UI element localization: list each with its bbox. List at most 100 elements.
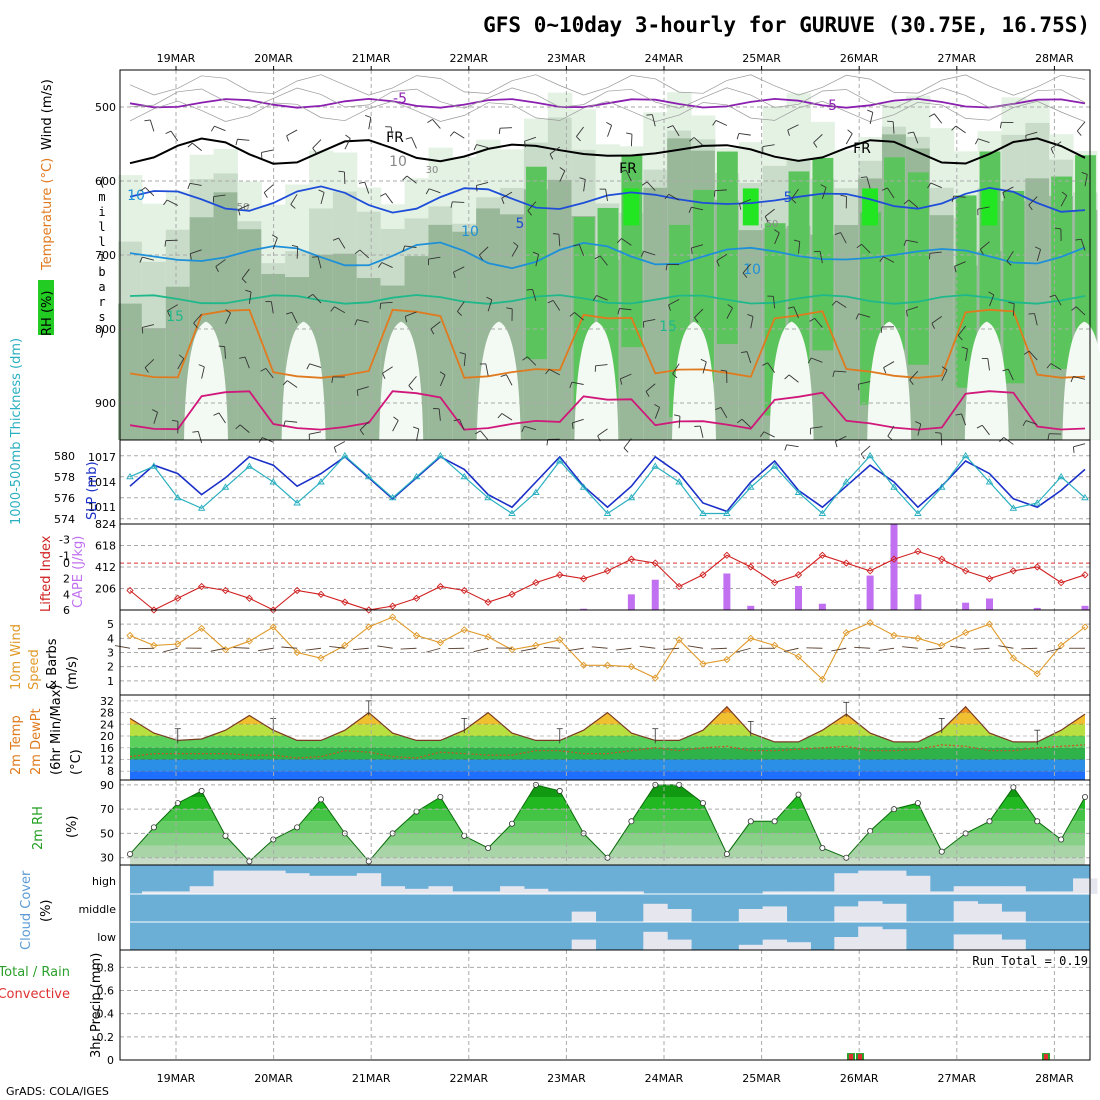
upper-temp-label: Temperature (°C) bbox=[40, 158, 55, 271]
wind-barb-flag bbox=[412, 426, 419, 430]
wind-barb-flag bbox=[773, 229, 780, 234]
wind-barb bbox=[814, 318, 823, 328]
cloud-fill bbox=[332, 875, 358, 894]
wind-barb-flag bbox=[999, 122, 1002, 129]
cape-bar bbox=[1081, 605, 1089, 610]
cloud-unit: (%) bbox=[39, 900, 54, 923]
bottom-date-axis: 19MAR 20MAR 21MAR 22MAR 23MAR 24MAR 25MAR 26MAR… bbox=[157, 1072, 1074, 1085]
temp-label-line: 2m DewPt bbox=[29, 708, 44, 775]
wind-tick: 5 bbox=[107, 618, 114, 631]
wind-barb-flag bbox=[439, 371, 446, 376]
rh-panel: 90 70 50 30 bbox=[100, 779, 1091, 866]
wind-barb-flag bbox=[880, 326, 883, 333]
date-tick: 21MAR bbox=[352, 52, 391, 65]
wind-barb bbox=[1025, 420, 1038, 425]
cloud-fill bbox=[1001, 911, 1026, 922]
thickness-point bbox=[699, 509, 707, 516]
cloud-fill bbox=[667, 909, 692, 922]
wind-barb bbox=[965, 348, 968, 361]
wind-barb-flag bbox=[1071, 306, 1077, 311]
wind-barb bbox=[1021, 647, 1038, 650]
wind-barb-flag bbox=[225, 309, 231, 314]
wind-barb bbox=[1025, 131, 1038, 136]
wind-barb-flag bbox=[762, 362, 768, 366]
contour-label: 15 bbox=[659, 319, 677, 335]
wind-barb-flag bbox=[1022, 420, 1027, 427]
wind-barb bbox=[359, 249, 370, 259]
wind-barb-flag bbox=[290, 204, 296, 209]
ylabel-char: ) bbox=[98, 325, 105, 339]
wind-barb bbox=[621, 238, 632, 246]
wind-barb-flag bbox=[1081, 171, 1088, 175]
wind-barb-flag bbox=[459, 352, 466, 355]
wind-speed-point bbox=[842, 629, 850, 637]
wind-barb bbox=[263, 184, 274, 193]
contour-label: 15 bbox=[166, 309, 184, 325]
wind-barb bbox=[224, 346, 226, 359]
wind-barb-flag bbox=[787, 129, 790, 136]
rh-shade bbox=[118, 303, 143, 440]
li-point bbox=[150, 606, 158, 614]
wind-barb bbox=[144, 359, 155, 368]
temp-line bbox=[129, 705, 1086, 743]
wind-barb-flag bbox=[907, 131, 914, 134]
wind-barb bbox=[291, 312, 298, 324]
li-point bbox=[794, 571, 803, 579]
rh-band bbox=[130, 857, 1085, 865]
wind-barb-flag bbox=[164, 240, 167, 247]
wind-barb-flag bbox=[955, 413, 962, 416]
li-point bbox=[1081, 571, 1089, 579]
wind-barb-flag bbox=[475, 430, 481, 435]
wind-barb-flag bbox=[283, 420, 286, 427]
wind-barb-flag bbox=[331, 376, 334, 383]
rh-point bbox=[628, 818, 635, 825]
wind-barb bbox=[285, 420, 298, 423]
wind-barb bbox=[359, 421, 370, 431]
li-point bbox=[675, 582, 683, 591]
rh-shade bbox=[862, 188, 879, 226]
wind-barb bbox=[552, 300, 561, 311]
cloud-fill bbox=[953, 886, 979, 894]
wind-barb-flag bbox=[198, 364, 205, 368]
wind-barb bbox=[954, 261, 966, 267]
wind-barb bbox=[578, 244, 585, 256]
wind-barb bbox=[1028, 196, 1038, 206]
wind-barb-flag bbox=[619, 378, 623, 385]
wind-speed-point bbox=[866, 619, 874, 627]
wind-barb-flag bbox=[402, 245, 406, 252]
cloud-fill bbox=[261, 870, 286, 894]
wind-barb bbox=[762, 144, 775, 148]
rh-point bbox=[150, 824, 157, 831]
rh-shade bbox=[332, 253, 358, 440]
thickness-point bbox=[460, 472, 469, 480]
rh-point bbox=[867, 828, 874, 835]
date-tick: 27MAR bbox=[937, 1072, 976, 1085]
wind-barb bbox=[272, 237, 278, 250]
cloud-fill bbox=[977, 886, 1002, 894]
temp-band bbox=[130, 724, 1085, 737]
wind-label-line: & Barbs bbox=[45, 638, 60, 690]
wind-barb-flag bbox=[552, 233, 559, 235]
wind-barb bbox=[432, 119, 441, 129]
wind-barb-flag bbox=[606, 122, 612, 126]
temp-tick: 16 bbox=[100, 742, 114, 755]
wind-barb-flag bbox=[727, 304, 733, 309]
temp-contour bbox=[129, 185, 1086, 214]
temp-label-line: (°C) bbox=[69, 749, 84, 775]
wind-barb bbox=[950, 645, 966, 649]
thickness-point bbox=[579, 483, 588, 490]
cloud-fill bbox=[380, 886, 406, 894]
cape-bar bbox=[1033, 607, 1041, 610]
wind-barb bbox=[163, 647, 178, 653]
wind-barb bbox=[317, 256, 322, 269]
contour-label: 10 bbox=[389, 154, 407, 170]
wind-barb-flag bbox=[235, 424, 241, 430]
cape-bar bbox=[962, 602, 970, 610]
cape-tick: 412 bbox=[95, 561, 116, 574]
wind-barb-flag bbox=[338, 170, 345, 173]
wind-barb bbox=[720, 407, 728, 419]
rh-point bbox=[1058, 836, 1065, 843]
wind-barb-flag bbox=[820, 184, 827, 188]
wind-speed-point bbox=[1081, 623, 1089, 631]
